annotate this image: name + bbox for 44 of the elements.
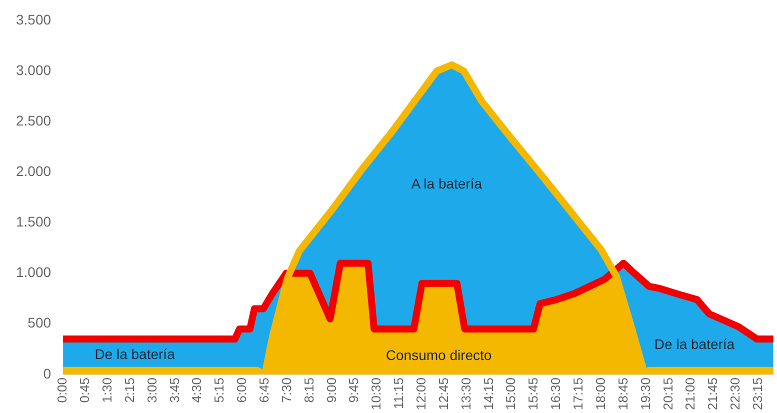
annotation: A la batería bbox=[411, 176, 482, 192]
x-tick-label: 13:30 bbox=[458, 377, 474, 410]
x-tick-label: 6:45 bbox=[256, 377, 272, 403]
x-tick-label: 18:45 bbox=[615, 377, 630, 410]
x-tick-label: 3:45 bbox=[166, 377, 182, 403]
y-tick-label: 500 bbox=[28, 314, 52, 331]
x-tick-label: 2:15 bbox=[122, 377, 137, 403]
y-tick-label: 2.000 bbox=[16, 163, 52, 180]
x-tick-label: 18:00 bbox=[592, 377, 608, 410]
y-tick-label: 0 bbox=[43, 365, 52, 382]
x-tick-label: 21:00 bbox=[682, 377, 698, 410]
x-tick-label: 14:15 bbox=[480, 377, 496, 410]
x-tick-label: 22:30 bbox=[728, 377, 743, 410]
x-tick-label: 17:15 bbox=[570, 377, 586, 410]
y-tick-label: 1.500 bbox=[16, 214, 52, 230]
x-tick-label: 11:15 bbox=[391, 377, 406, 410]
x-tick-label: 12:45 bbox=[436, 377, 451, 410]
x-tick-label: 6:00 bbox=[234, 377, 250, 403]
x-tick-label: 15:00 bbox=[503, 377, 518, 410]
x-tick-label: 8:15 bbox=[301, 377, 316, 403]
y-tick-label: 2.500 bbox=[16, 112, 52, 128]
x-tick-label: 3:00 bbox=[144, 377, 160, 403]
x-tick-label: 7:30 bbox=[278, 377, 294, 403]
x-tick-label: 5:15 bbox=[212, 377, 227, 403]
x-tick-label: 21:45 bbox=[705, 377, 720, 410]
annotation: De la batería bbox=[654, 336, 735, 352]
x-tick-label: 4:30 bbox=[189, 377, 204, 403]
x-tick-label: 9:45 bbox=[346, 377, 362, 403]
x-tick-label: 19:30 bbox=[638, 377, 653, 410]
x-tick-label: 1:30 bbox=[99, 377, 114, 403]
x-tick-label: 0:00 bbox=[54, 377, 70, 403]
x-tick-label: 9:00 bbox=[324, 377, 339, 403]
x-tick-label: 23:15 bbox=[750, 377, 765, 410]
y-tick-label: 3.500 bbox=[16, 11, 52, 28]
x-tick-label: 10:30 bbox=[368, 377, 384, 410]
annotation: Consumo directo bbox=[386, 346, 492, 363]
y-tick-label: 1.000 bbox=[16, 264, 52, 280]
x-tick-label: 20:15 bbox=[660, 377, 676, 410]
x-tick-label: 0:45 bbox=[77, 377, 92, 403]
x-tick-label: 16:30 bbox=[548, 377, 564, 410]
x-tick-label: 15:45 bbox=[526, 377, 541, 410]
x-tick-label: 12:00 bbox=[414, 377, 429, 410]
annotation: De la batería bbox=[94, 346, 176, 362]
y-tick-label: 3.000 bbox=[16, 62, 52, 78]
